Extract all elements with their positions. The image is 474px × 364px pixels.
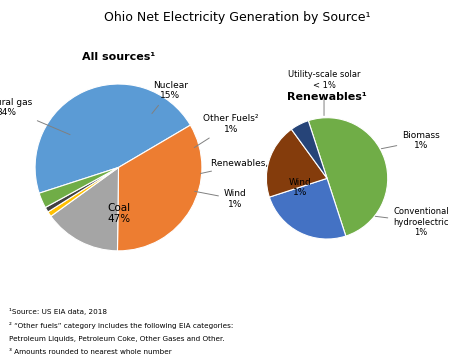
Wedge shape <box>48 167 118 216</box>
Wedge shape <box>46 167 118 212</box>
Text: Coal
47%: Coal 47% <box>107 202 130 224</box>
Text: Renewables, 3%: Renewables, 3% <box>201 159 285 174</box>
Text: ¹Source: US EIA data, 2018: ¹Source: US EIA data, 2018 <box>9 308 108 314</box>
Text: Wind
1%: Wind 1% <box>288 178 311 197</box>
Wedge shape <box>118 125 202 251</box>
Text: Other Fuels²
1%: Other Fuels² 1% <box>194 114 259 147</box>
Title: Renewables¹: Renewables¹ <box>287 92 367 102</box>
Text: Natural gas
34%: Natural gas 34% <box>0 98 70 135</box>
Text: Nuclear
15%: Nuclear 15% <box>152 81 188 114</box>
Text: Ohio Net Electricity Generation by Source¹: Ohio Net Electricity Generation by Sourc… <box>104 11 370 24</box>
Text: Conventional
hydroelectric
1%: Conventional hydroelectric 1% <box>375 207 449 237</box>
Text: ³ Amounts rounded to nearest whole number: ³ Amounts rounded to nearest whole numbe… <box>9 349 172 355</box>
Title: All sources¹: All sources¹ <box>82 52 155 62</box>
Wedge shape <box>308 118 388 236</box>
Text: ² “Other fuels” category includes the following EIA categories:: ² “Other fuels” category includes the fo… <box>9 322 234 329</box>
Text: Biomass
1%: Biomass 1% <box>382 131 440 150</box>
Text: Petroleum Liquids, Petroleum Coke, Other Gases and Other.: Petroleum Liquids, Petroleum Coke, Other… <box>9 336 225 341</box>
Wedge shape <box>266 129 327 197</box>
Wedge shape <box>35 84 191 193</box>
Text: Utility-scale solar
< 1%: Utility-scale solar < 1% <box>288 70 360 115</box>
Wedge shape <box>51 167 118 251</box>
Wedge shape <box>39 167 118 207</box>
Text: Wind
1%: Wind 1% <box>195 189 246 209</box>
Wedge shape <box>269 178 346 239</box>
Wedge shape <box>292 120 327 178</box>
